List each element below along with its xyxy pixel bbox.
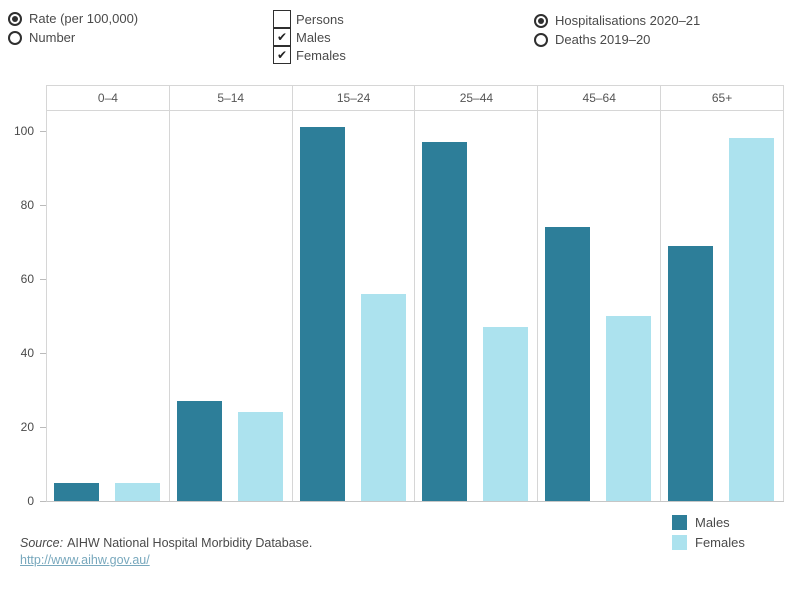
bar-males[interactable] (545, 227, 591, 501)
legend: Males Females (672, 512, 745, 552)
bar-males[interactable] (176, 401, 222, 501)
radio-option-number[interactable]: Number (8, 28, 138, 47)
bar-females[interactable] (115, 482, 160, 501)
checkbox-option-persons[interactable]: Persons (273, 10, 346, 28)
bar-females[interactable] (237, 412, 283, 501)
category-column (293, 111, 416, 501)
bar-males[interactable] (668, 245, 714, 501)
bar-males[interactable] (422, 142, 468, 501)
radio-option-rate[interactable]: Rate (per 100,000) (8, 9, 138, 28)
source-note: Source: AIHW National Hospital Morbidity … (20, 536, 312, 550)
y-tick-mark (40, 279, 46, 280)
bar-males[interactable] (299, 127, 345, 501)
radio-label: Hospitalisations 2020–21 (555, 13, 701, 28)
bar-males[interactable] (54, 482, 99, 501)
checkbox-label: Males (296, 29, 331, 45)
legend-item-females[interactable]: Females (672, 532, 745, 552)
column-header: 25–44 (415, 86, 539, 110)
radio-label: Number (29, 30, 76, 45)
y-axis: 0 20 40 60 80 100 (0, 111, 46, 508)
bar-females[interactable] (729, 138, 775, 501)
category-column (47, 111, 170, 501)
y-tick-label: 80 (20, 198, 34, 212)
bar-females[interactable] (360, 293, 406, 501)
category-column (661, 111, 784, 501)
column-header: 45–64 (538, 86, 662, 110)
radio-icon (534, 32, 548, 47)
radio-option-deaths[interactable]: Deaths 2019–20 (534, 30, 700, 49)
checkbox-icon (273, 10, 291, 28)
category-column (170, 111, 293, 501)
radio-icon (8, 11, 22, 26)
column-header: 0–4 (47, 86, 170, 110)
column-header: 15–24 (293, 86, 416, 110)
bar-females[interactable] (606, 316, 652, 501)
column-header: 65+ (661, 86, 784, 110)
measure-radio-group: Rate (per 100,000) Number (8, 9, 138, 47)
y-tick-label: 100 (13, 124, 34, 138)
y-tick-label: 0 (27, 494, 34, 508)
aihw-link[interactable]: http://www.aihw.gov.au/ (20, 553, 150, 567)
bar-females[interactable] (483, 327, 529, 501)
radio-label: Rate (per 100,000) (29, 11, 139, 26)
y-tick-mark (40, 205, 46, 206)
checkbox-label: Females (296, 47, 346, 63)
legend-swatch-icon (672, 534, 687, 550)
category-column (415, 111, 539, 501)
y-tick-mark (40, 131, 46, 132)
plot-area (46, 111, 784, 502)
y-tick-label: 40 (20, 346, 34, 360)
radio-option-hospitalisations[interactable]: Hospitalisations 2020–21 (534, 11, 700, 30)
legend-label: Males (695, 514, 730, 530)
sex-checkbox-group: Persons Males Females (273, 10, 346, 64)
dataset-radio-group: Hospitalisations 2020–21 Deaths 2019–20 (534, 11, 700, 49)
source-text: AIHW National Hospital Morbidity Databas… (67, 536, 313, 550)
checkbox-option-females[interactable]: Females (273, 45, 346, 64)
checkbox-icon (273, 45, 291, 64)
y-tick-label: 60 (20, 272, 34, 286)
y-tick-mark (40, 501, 46, 502)
legend-item-males[interactable]: Males (672, 512, 745, 532)
source-prefix: Source: (20, 536, 64, 550)
y-tick-label: 20 (20, 420, 34, 434)
radio-icon (534, 13, 548, 28)
column-header: 5–14 (170, 86, 293, 110)
checkbox-icon (273, 27, 291, 46)
checkbox-option-males[interactable]: Males (273, 27, 346, 46)
checkbox-label: Persons (296, 11, 344, 27)
legend-label: Females (695, 534, 745, 550)
y-tick-mark (40, 427, 46, 428)
y-tick-mark (40, 353, 46, 354)
radio-icon (8, 30, 22, 45)
legend-swatch-icon (672, 514, 687, 530)
category-column (538, 111, 662, 501)
column-header-row: 0–4 5–14 15–24 25–44 45–64 65+ (46, 85, 784, 111)
radio-label: Deaths 2019–20 (555, 32, 651, 47)
